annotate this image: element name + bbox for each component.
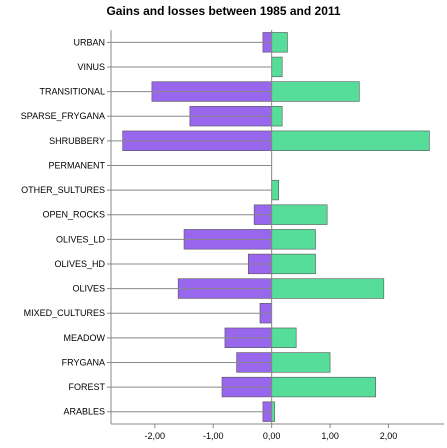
gain-bar [271, 179, 279, 201]
x-tick-label: -2,00 [145, 431, 166, 441]
gain-bar [271, 352, 331, 373]
axis-layer [107, 30, 444, 428]
category-label: FOREST [68, 382, 105, 392]
category-label: VINUS [77, 62, 105, 72]
gain-bar [271, 278, 385, 299]
gain-bar [271, 327, 297, 348]
category-label: FRYGANA [62, 357, 105, 367]
category-label: SPARSE_FRYGANA [21, 111, 105, 121]
category-label: MEADOW [64, 333, 106, 343]
x-tick-label: -1,00 [203, 431, 224, 441]
category-label: ARABLES [63, 407, 105, 417]
gain-bar [271, 204, 328, 225]
category-label: OLIVES_LD [56, 234, 106, 244]
gain-bar [271, 229, 316, 250]
category-label: SHRUBBERY [49, 136, 105, 146]
category-label: TRANSITIONAL [39, 87, 105, 97]
gain-bar [271, 56, 283, 78]
category-label: PERMANENT [48, 160, 105, 170]
gain-bar [271, 32, 288, 53]
x-tick-label: 1,00 [321, 431, 339, 441]
category-label: OTHER_SULTURES [21, 185, 105, 195]
gain-bar [271, 130, 430, 151]
gain-bar [271, 253, 316, 275]
category-label: OLIVES_HD [54, 259, 105, 269]
bars-layer [122, 32, 430, 422]
category-label: URBAN [73, 37, 105, 47]
category-label: MIXED_CULTURES [24, 308, 105, 318]
gain-bar [271, 81, 360, 102]
category-label: OLIVES [72, 284, 105, 294]
x-tick-label: 0,00 [263, 431, 281, 441]
gain-bar [271, 376, 376, 398]
gain-bar [271, 106, 283, 127]
chart-title: Gains and losses between 1985 and 2011 [106, 4, 341, 18]
x-tick-label: 2,00 [380, 431, 398, 441]
labels-layer: URBAN VINUS TRANSITIONAL SPARSE_FRYGANA SHRU… [21, 37, 397, 441]
category-label: OPEN_ROCKS [42, 210, 105, 220]
